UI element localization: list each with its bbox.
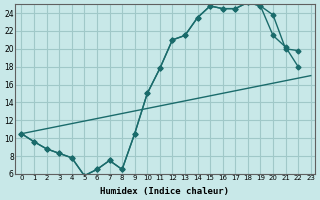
- X-axis label: Humidex (Indice chaleur): Humidex (Indice chaleur): [100, 187, 229, 196]
